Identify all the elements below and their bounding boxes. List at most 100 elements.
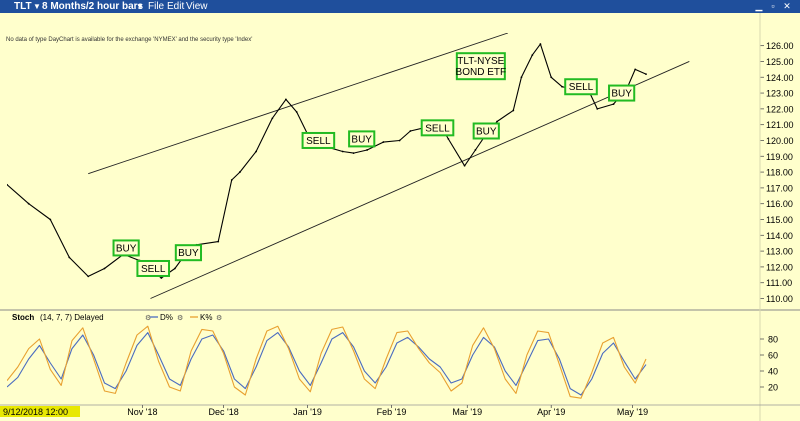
x-tick-label: Jan '19	[293, 407, 322, 417]
signal-box	[564, 78, 598, 96]
price-point	[366, 149, 369, 151]
chart-background	[0, 13, 800, 421]
price-point	[160, 277, 163, 279]
signal-annotation[interactable]: SELL	[564, 78, 598, 96]
signal-box	[472, 122, 500, 140]
chart-canvas[interactable]: No data of type DayChart is available fo…	[0, 13, 800, 421]
signal-annotation[interactable]: BUY	[348, 130, 376, 148]
price-tick-label: 112.00	[766, 262, 793, 272]
signal-annotation[interactable]: BUY	[112, 239, 140, 257]
cursor-date-box	[0, 406, 80, 417]
price-point	[271, 117, 274, 120]
price-tick-label: 124.00	[766, 73, 794, 83]
cursor-date-label: 9/12/2018 12:00	[3, 407, 68, 417]
price-point	[645, 73, 647, 75]
d-params-icon[interactable]: ⚙	[177, 314, 183, 322]
signal-box	[136, 259, 171, 277]
signal-box	[348, 130, 376, 148]
signal-label: SELL	[141, 264, 166, 275]
price-point	[634, 68, 637, 71]
price-tick-label: 113.00	[766, 247, 793, 257]
price-tick-label: 116.00	[766, 199, 793, 209]
d-legend-label: D%	[160, 313, 173, 322]
signal-label: SELL	[569, 82, 594, 93]
stoch-params: (14, 7, 7) Delayed	[40, 313, 104, 322]
price-point	[539, 43, 542, 45]
title-bar[interactable]: TLT ▼ 8 Months/2 hour bars ▼ File Edit V…	[0, 0, 800, 13]
signal-label: SELL	[425, 123, 450, 134]
price-point	[352, 152, 355, 155]
signal-label: SELL	[306, 136, 331, 147]
price-point	[463, 164, 466, 167]
signal-annotation[interactable]: SELL	[301, 131, 336, 149]
x-tick-label: Dec '18	[208, 407, 238, 417]
signal-box	[608, 84, 636, 102]
price-point	[447, 137, 450, 140]
menu-view[interactable]: View	[186, 1, 208, 12]
signal-annotation[interactable]: BUY	[608, 84, 636, 102]
price-point	[27, 202, 30, 205]
symbol-label[interactable]: TLT	[14, 1, 32, 12]
stoch-tick-label: 40	[768, 367, 778, 377]
menu-edit[interactable]: Edit	[167, 1, 185, 12]
price-point	[230, 179, 233, 181]
stoch-line-D	[7, 332, 647, 396]
signal-box	[174, 244, 203, 262]
stoch-legend: Stoch (14, 7, 7) Delayed ⚙ D% ⚙ K% ⚙	[12, 313, 222, 322]
price-point	[103, 267, 106, 270]
price-point	[561, 85, 563, 88]
price-point	[474, 149, 477, 151]
restore-button[interactable]: ▫	[771, 1, 775, 11]
price-point	[409, 130, 412, 132]
price-point	[612, 103, 615, 106]
signal-box	[301, 131, 336, 149]
k-params-icon[interactable]: ⚙	[216, 314, 222, 322]
trendline-channel-upper[interactable]	[88, 33, 509, 175]
price-tick-label: 111.00	[766, 278, 792, 288]
price-tick-label: 120.00	[766, 136, 794, 146]
symbol-dropdown-icon[interactable]: ▼	[33, 2, 41, 11]
price-tick-label: 121.00	[766, 120, 794, 130]
stochastic-panel: 20 40 60 80	[7, 325, 778, 399]
period-dropdown-icon[interactable]: ▼	[136, 2, 144, 11]
signal-annotation[interactable]: SELL	[136, 259, 171, 277]
signal-label: BOND ETF	[456, 67, 507, 78]
price-point	[68, 256, 71, 259]
k-legend-label: K%	[200, 313, 212, 322]
price-tick-label: 123.00	[766, 89, 794, 99]
data-notice: No data of type DayChart is available fo…	[6, 37, 252, 43]
x-tick-label: Apr '19	[537, 407, 565, 417]
close-button[interactable]: ✕	[783, 1, 791, 11]
price-tick-label: 122.00	[766, 104, 794, 114]
x-tick-label: Mar '19	[452, 407, 482, 417]
price-point	[550, 76, 553, 79]
price-point	[512, 109, 515, 112]
price-tick-label: 115.00	[766, 215, 793, 225]
price-point	[398, 139, 401, 142]
price-point	[496, 120, 498, 123]
x-tick-label: Nov '18	[127, 407, 157, 417]
price-tick-label: 125.00	[766, 57, 794, 67]
signal-label: BUY	[351, 134, 372, 145]
period-label[interactable]: 8 Months/2 hour bars	[42, 1, 144, 12]
trendline-channel-lower[interactable]	[150, 61, 690, 299]
price-point	[596, 107, 599, 110]
price-point	[295, 111, 298, 113]
menu-file[interactable]: File	[148, 1, 165, 12]
x-axis: Nov '18 Dec '18 Jan '19 Feb '19 Mar '19 Apr '…	[127, 405, 648, 417]
price-point	[49, 218, 52, 221]
x-tick-label: Feb '19	[377, 407, 407, 417]
signal-label: BUY	[611, 89, 632, 100]
price-point	[255, 150, 258, 153]
signal-annotation[interactable]: BUY	[472, 122, 500, 140]
stoch-params-icon[interactable]: ⚙	[145, 314, 151, 322]
minimize-button[interactable]: ▁	[755, 1, 763, 11]
signal-label: TLT-NYSE	[457, 56, 504, 67]
signal-annotation[interactable]: BUY	[174, 244, 203, 262]
price-tick-label: 110.00	[766, 294, 793, 304]
price-point	[284, 98, 287, 101]
price-point	[238, 171, 241, 173]
price-tick-label: 118.00	[766, 168, 793, 178]
signal-annotation[interactable]: SELL	[420, 119, 455, 137]
